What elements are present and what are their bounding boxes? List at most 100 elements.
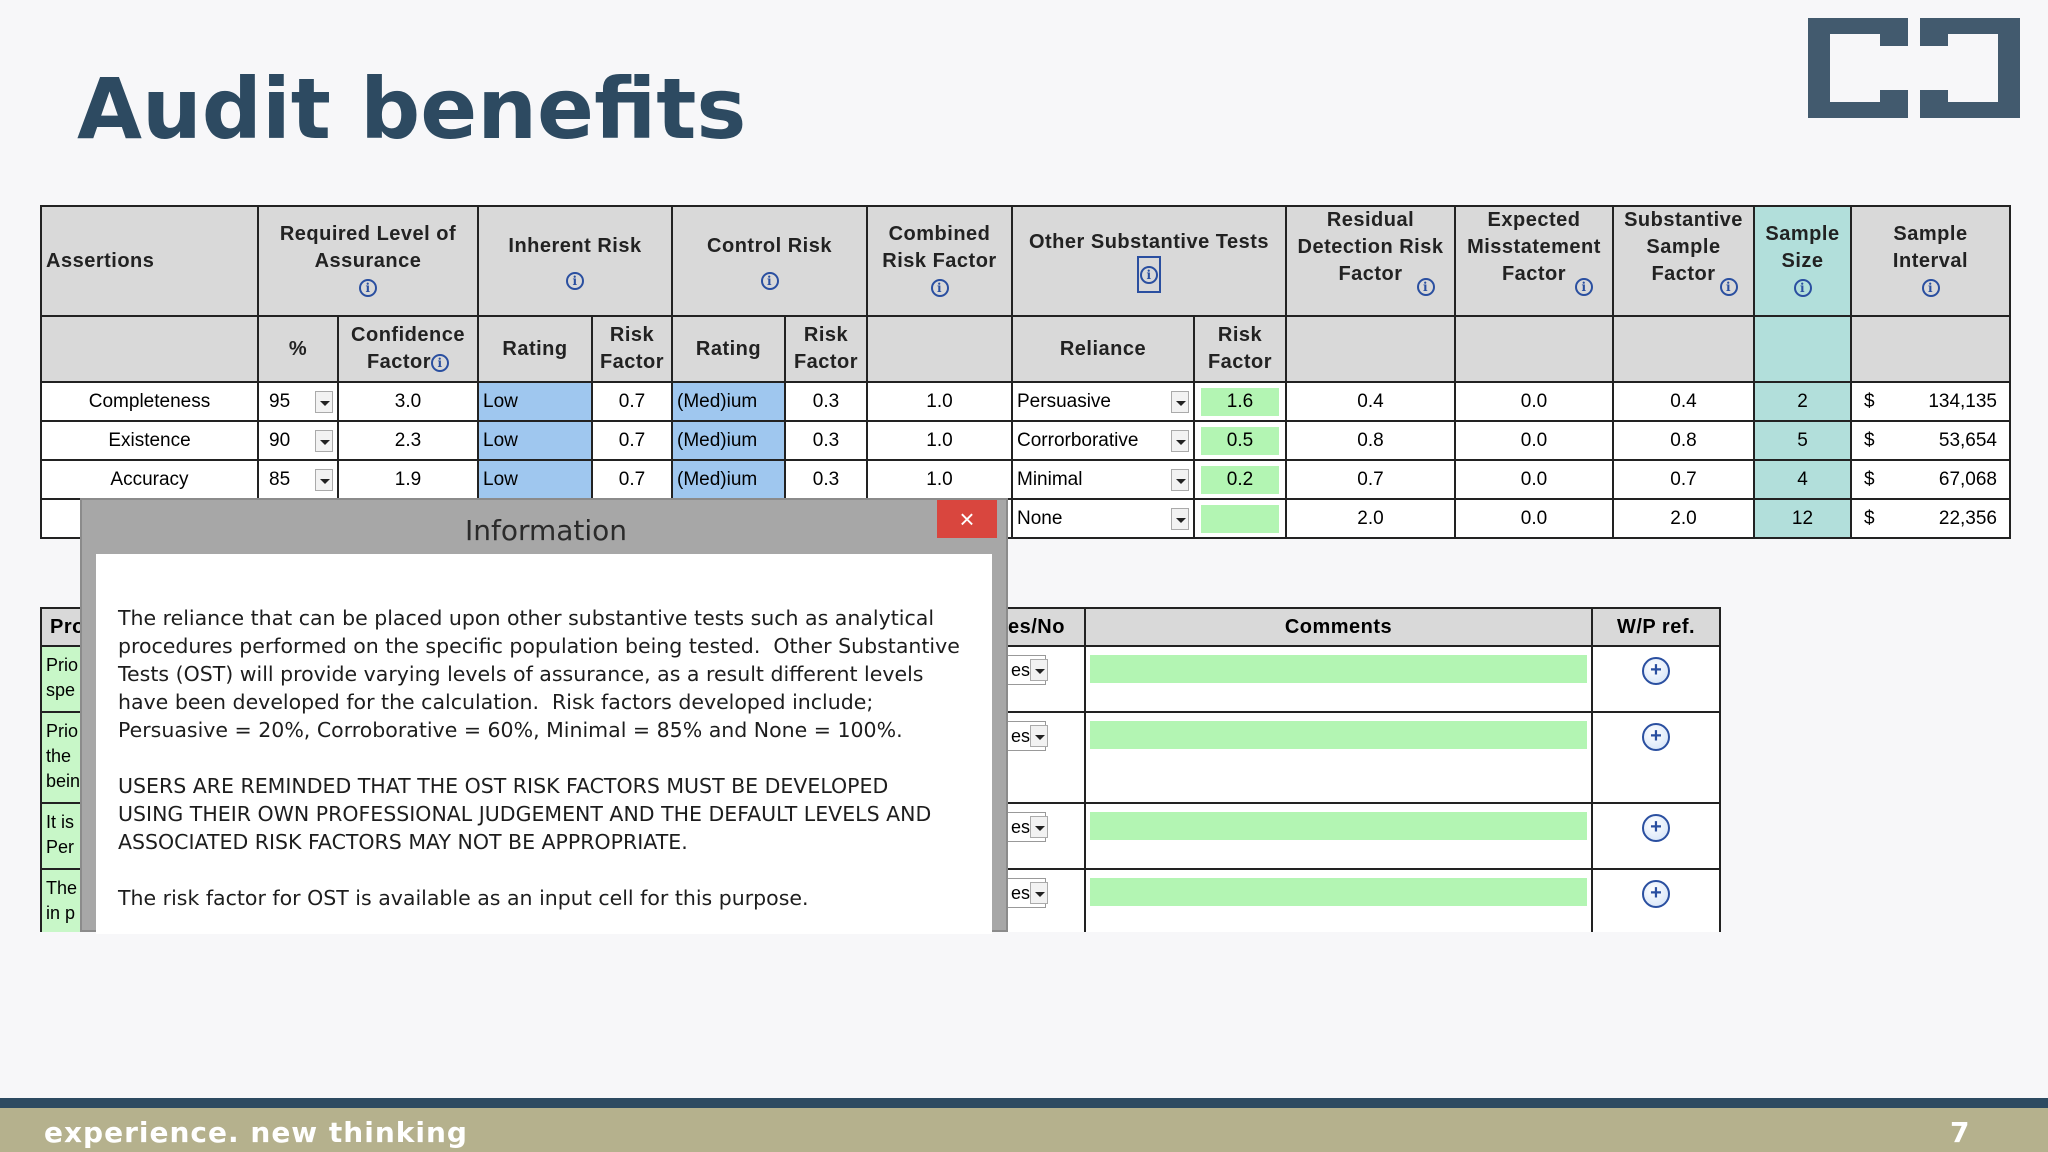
- dialog-paragraph: The reliance that can be placed upon oth…: [118, 606, 960, 742]
- info-icon[interactable]: i: [431, 353, 450, 372]
- header-substantive-sample: Substantive Sample Factor i: [1612, 205, 1755, 317]
- info-icon[interactable]: i: [760, 271, 779, 290]
- table-row: Completeness 95 3.0 Low 0.7 (Med)ium 0.3…: [40, 381, 2011, 422]
- chevron-down-icon[interactable]: [1171, 468, 1189, 491]
- ir-rating-input[interactable]: Low: [477, 381, 593, 422]
- header-sample-size: Sample Size i: [1753, 205, 1852, 317]
- header-combined-risk: Combined Risk Factor i: [866, 205, 1013, 317]
- chevron-down-icon[interactable]: [1030, 882, 1049, 904]
- header-control-risk: Control Risk i: [671, 205, 868, 317]
- table-row: Accuracy 85 1.9 Low 0.7 (Med)ium 0.3 1.0…: [40, 459, 2011, 500]
- reliance-select[interactable]: Minimal: [1011, 459, 1195, 500]
- interval-value: $67,068: [1850, 459, 2011, 500]
- ost-factor-input[interactable]: 0.2: [1193, 459, 1287, 500]
- header-ir-factor: Risk Factor: [591, 315, 673, 383]
- plus-circle-icon[interactable]: +: [1642, 657, 1670, 685]
- header-yes-no: es/No: [1006, 607, 1086, 647]
- ost-factor-input[interactable]: [1193, 498, 1287, 539]
- reliance-select[interactable]: None: [1011, 498, 1195, 539]
- comment-input[interactable]: [1084, 711, 1593, 804]
- yes-no-select[interactable]: es: [1006, 711, 1086, 804]
- yes-no-select[interactable]: es: [1006, 868, 1086, 940]
- expected-value: 0.0: [1454, 498, 1614, 539]
- combined-value: 1.0: [866, 459, 1013, 500]
- sample-size-value: 5: [1753, 420, 1852, 461]
- header-blank: [866, 315, 1013, 383]
- header-confidence-factor: Confidence Factor i: [337, 315, 479, 383]
- confidence-value: 1.9: [337, 459, 479, 500]
- reliance-select[interactable]: Persuasive: [1011, 381, 1195, 422]
- info-icon[interactable]: i: [1719, 277, 1738, 296]
- info-icon[interactable]: i: [930, 279, 949, 298]
- header-reliance: Reliance: [1011, 315, 1195, 383]
- wp-ref-cell: +: [1591, 645, 1721, 713]
- header-required-level: Required Level of Assurance i: [257, 205, 479, 317]
- residual-value: 0.8: [1285, 420, 1456, 461]
- info-icon[interactable]: i: [566, 271, 584, 290]
- info-icon[interactable]: i: [359, 279, 377, 298]
- cr-rating-input[interactable]: (Med)ium: [671, 420, 786, 461]
- chevron-down-icon[interactable]: [315, 390, 333, 413]
- slide-title: Audit benefits: [77, 60, 747, 158]
- expected-value: 0.0: [1454, 459, 1614, 500]
- expected-value: 0.0: [1454, 381, 1614, 422]
- wp-ref-cell: +: [1591, 711, 1721, 804]
- assertion-label: Accuracy: [40, 459, 259, 500]
- cr-factor-value: 0.3: [784, 381, 868, 422]
- header-blank: [1285, 315, 1456, 383]
- footer-tagline: experience. new thinking: [44, 1116, 468, 1149]
- yes-no-select[interactable]: es: [1006, 802, 1086, 870]
- header-ir-rating: Rating: [477, 315, 593, 383]
- comment-input[interactable]: [1084, 868, 1593, 940]
- ost-factor-input[interactable]: 0.5: [1193, 420, 1287, 461]
- information-dialog: Information × The reliance that can be p…: [80, 498, 1008, 934]
- residual-value: 2.0: [1285, 498, 1456, 539]
- chevron-down-icon[interactable]: [1030, 659, 1049, 681]
- interval-value: $134,135: [1850, 381, 2011, 422]
- comment-input[interactable]: [1084, 645, 1593, 713]
- table-row: Existence 90 2.3 Low 0.7 (Med)ium 0.3 1.…: [40, 420, 2011, 461]
- plus-circle-icon[interactable]: +: [1642, 880, 1670, 908]
- header-comments: Comments: [1084, 607, 1593, 647]
- info-icon[interactable]: i: [1921, 279, 1940, 298]
- percent-select[interactable]: 95: [257, 381, 339, 422]
- info-icon[interactable]: i: [1793, 279, 1812, 298]
- chevron-down-icon[interactable]: [315, 468, 333, 491]
- cr-rating-input[interactable]: (Med)ium: [671, 381, 786, 422]
- audit-risk-table: Assertions Required Level of Assurance i…: [40, 205, 2011, 539]
- chevron-down-icon[interactable]: [1171, 390, 1189, 413]
- comment-input[interactable]: [1084, 802, 1593, 870]
- chevron-down-icon[interactable]: [1030, 816, 1049, 838]
- header-cr-factor: Risk Factor: [784, 315, 868, 383]
- chevron-down-icon[interactable]: [1171, 507, 1189, 530]
- chevron-down-icon[interactable]: [315, 429, 333, 452]
- cr-rating-input[interactable]: (Med)ium: [671, 459, 786, 500]
- header-residual-detection: Residual Detection Risk Factor i: [1285, 205, 1456, 317]
- combined-value: 1.0: [866, 381, 1013, 422]
- chevron-down-icon[interactable]: [1171, 429, 1189, 452]
- header-other-substantive: Other Substantive Tests i: [1011, 205, 1287, 317]
- plus-circle-icon[interactable]: +: [1642, 723, 1670, 751]
- chevron-down-icon[interactable]: [1030, 725, 1049, 747]
- close-icon[interactable]: ×: [937, 500, 997, 538]
- reliance-select[interactable]: Corrorborative: [1011, 420, 1195, 461]
- plus-circle-icon[interactable]: +: [1642, 814, 1670, 842]
- wp-ref-cell: +: [1591, 802, 1721, 870]
- interval-value: $22,356: [1850, 498, 2011, 539]
- ir-rating-input[interactable]: Low: [477, 459, 593, 500]
- info-icon-selected[interactable]: i: [1137, 256, 1161, 293]
- info-icon[interactable]: i: [1416, 277, 1435, 296]
- interval-value: $53,654: [1850, 420, 2011, 461]
- ir-factor-value: 0.7: [591, 459, 673, 500]
- percent-select[interactable]: 90: [257, 420, 339, 461]
- yes-no-select[interactable]: es: [1006, 645, 1086, 713]
- percent-select[interactable]: 85: [257, 459, 339, 500]
- residual-value: 0.4: [1285, 381, 1456, 422]
- residual-value: 0.7: [1285, 459, 1456, 500]
- assertion-label: Existence: [40, 420, 259, 461]
- footer-accent-bar: [0, 1098, 2048, 1108]
- info-icon[interactable]: i: [1575, 277, 1593, 296]
- ir-rating-input[interactable]: Low: [477, 420, 593, 461]
- ost-factor-input[interactable]: 1.6: [1193, 381, 1287, 422]
- substantive-value: 2.0: [1612, 498, 1755, 539]
